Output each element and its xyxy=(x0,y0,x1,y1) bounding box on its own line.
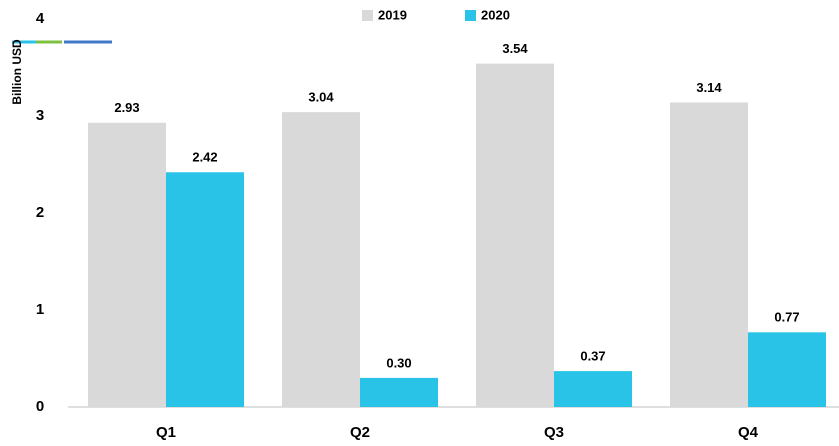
value-label: 3.14 xyxy=(696,80,722,95)
value-label: 3.04 xyxy=(308,90,334,105)
x-tick-label: Q3 xyxy=(544,424,564,441)
value-label: 0.30 xyxy=(386,355,411,370)
y-tick-label: 4 xyxy=(36,10,45,27)
legend-label: 2020 xyxy=(481,7,510,22)
value-label: 2.42 xyxy=(192,150,217,165)
value-label: 3.54 xyxy=(502,41,528,56)
legend-swatch xyxy=(362,10,373,21)
bar xyxy=(476,63,554,408)
y-axis-label: Billion USD xyxy=(10,39,24,105)
y-tick-label: 3 xyxy=(36,107,44,124)
bar xyxy=(166,172,244,407)
value-label: 0.77 xyxy=(774,310,799,325)
bar xyxy=(88,122,166,407)
y-tick-label: 0 xyxy=(36,398,44,415)
value-label: 0.37 xyxy=(580,349,605,364)
bar xyxy=(670,102,748,408)
bar xyxy=(748,332,826,407)
x-tick-label: Q2 xyxy=(350,424,370,441)
bar xyxy=(282,112,360,408)
bar xyxy=(360,377,438,407)
x-tick-label: Q1 xyxy=(156,424,176,441)
bar xyxy=(554,371,632,407)
value-label: 2.93 xyxy=(114,100,139,115)
x-tick-label: Q4 xyxy=(738,424,759,441)
y-tick-label: 2 xyxy=(36,204,44,221)
legend-swatch xyxy=(465,10,476,21)
y-tick-label: 1 xyxy=(36,301,44,318)
legend-label: 2019 xyxy=(378,7,407,22)
